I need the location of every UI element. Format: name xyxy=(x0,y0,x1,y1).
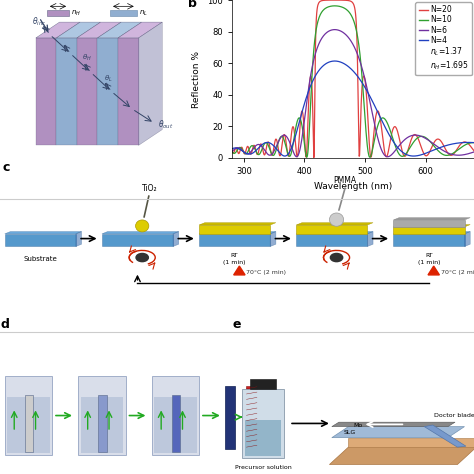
Text: $d_L$: $d_L$ xyxy=(119,0,128,3)
Bar xyxy=(81,397,123,454)
Polygon shape xyxy=(465,232,470,246)
Polygon shape xyxy=(393,232,470,234)
Ellipse shape xyxy=(329,213,344,226)
Polygon shape xyxy=(110,10,137,16)
Polygon shape xyxy=(234,266,245,275)
Bar xyxy=(7,397,50,454)
Bar xyxy=(296,234,367,246)
Text: 70°C (2 min): 70°C (2 min) xyxy=(246,270,286,275)
Text: $d_H$: $d_H$ xyxy=(53,0,63,3)
Polygon shape xyxy=(152,376,199,455)
Polygon shape xyxy=(199,223,276,225)
Polygon shape xyxy=(199,232,276,234)
Polygon shape xyxy=(332,427,465,438)
Text: (1 min): (1 min) xyxy=(223,260,246,265)
Polygon shape xyxy=(76,232,82,246)
Text: 70°C (2 min): 70°C (2 min) xyxy=(441,270,474,275)
Bar xyxy=(25,395,33,452)
Text: $\theta_{inc}$: $\theta_{inc}$ xyxy=(32,16,46,28)
Text: $\theta_{out}$: $\theta_{out}$ xyxy=(157,119,173,131)
Bar xyxy=(154,397,197,454)
Bar xyxy=(56,38,77,146)
Polygon shape xyxy=(77,22,121,38)
Text: $\theta_H$: $\theta_H$ xyxy=(82,53,91,63)
Polygon shape xyxy=(296,232,373,234)
X-axis label: Wavelength (nm): Wavelength (nm) xyxy=(314,182,392,191)
Text: e: e xyxy=(232,318,241,330)
Bar xyxy=(102,234,173,246)
Polygon shape xyxy=(78,376,126,455)
Polygon shape xyxy=(5,232,82,234)
Text: Doctor blade fi: Doctor blade fi xyxy=(434,413,474,418)
Polygon shape xyxy=(393,225,470,227)
Bar xyxy=(250,379,276,389)
Polygon shape xyxy=(47,10,69,16)
Bar xyxy=(393,227,465,234)
Bar xyxy=(225,385,235,449)
Text: TiO₂: TiO₂ xyxy=(142,184,157,193)
Text: c: c xyxy=(2,161,10,173)
Bar xyxy=(98,395,107,452)
Polygon shape xyxy=(138,22,162,146)
Text: $n_H$: $n_H$ xyxy=(72,9,82,18)
Legend: N=20, N=10, N=6, N=4, $n_L$=1.37, $n_H$=1.695: N=20, N=10, N=6, N=4, $n_L$=1.37, $n_H$=… xyxy=(415,2,472,75)
Polygon shape xyxy=(296,223,373,225)
Polygon shape xyxy=(118,22,162,38)
Bar xyxy=(77,38,98,146)
Bar xyxy=(199,225,270,234)
Polygon shape xyxy=(173,232,179,246)
Text: SLG: SLG xyxy=(344,430,356,435)
Polygon shape xyxy=(56,22,100,38)
Text: RT: RT xyxy=(231,254,238,258)
Text: b: b xyxy=(188,0,197,10)
Bar xyxy=(393,220,465,227)
Bar xyxy=(36,38,56,146)
Bar xyxy=(242,389,284,458)
Text: d: d xyxy=(1,318,10,330)
Polygon shape xyxy=(36,22,80,38)
Text: $\theta_L$: $\theta_L$ xyxy=(104,73,112,84)
Bar xyxy=(172,395,180,452)
Circle shape xyxy=(136,254,148,262)
Bar xyxy=(393,234,465,246)
Text: Mo: Mo xyxy=(353,423,363,428)
Bar xyxy=(245,420,281,456)
Polygon shape xyxy=(348,438,474,447)
Polygon shape xyxy=(424,425,466,447)
Polygon shape xyxy=(98,22,142,38)
Circle shape xyxy=(330,254,343,262)
Polygon shape xyxy=(367,232,373,246)
Polygon shape xyxy=(270,232,276,246)
Bar xyxy=(118,38,138,146)
Bar xyxy=(5,234,76,246)
Polygon shape xyxy=(332,422,455,427)
Text: RT: RT xyxy=(425,254,433,258)
Text: $n_L$: $n_L$ xyxy=(139,9,148,18)
Polygon shape xyxy=(329,447,474,465)
Ellipse shape xyxy=(136,220,149,232)
Polygon shape xyxy=(428,266,439,275)
Bar xyxy=(246,385,257,449)
Text: Substrate: Substrate xyxy=(23,256,57,262)
Text: PMMA: PMMA xyxy=(334,176,356,185)
Polygon shape xyxy=(393,218,470,220)
Polygon shape xyxy=(5,376,52,455)
Bar xyxy=(98,38,118,146)
Bar xyxy=(199,234,270,246)
Polygon shape xyxy=(102,232,179,234)
Y-axis label: Reflection %: Reflection % xyxy=(192,51,201,108)
Bar xyxy=(296,225,367,234)
Text: Precursor solution: Precursor solution xyxy=(235,465,292,470)
Text: (1 min): (1 min) xyxy=(418,260,440,265)
